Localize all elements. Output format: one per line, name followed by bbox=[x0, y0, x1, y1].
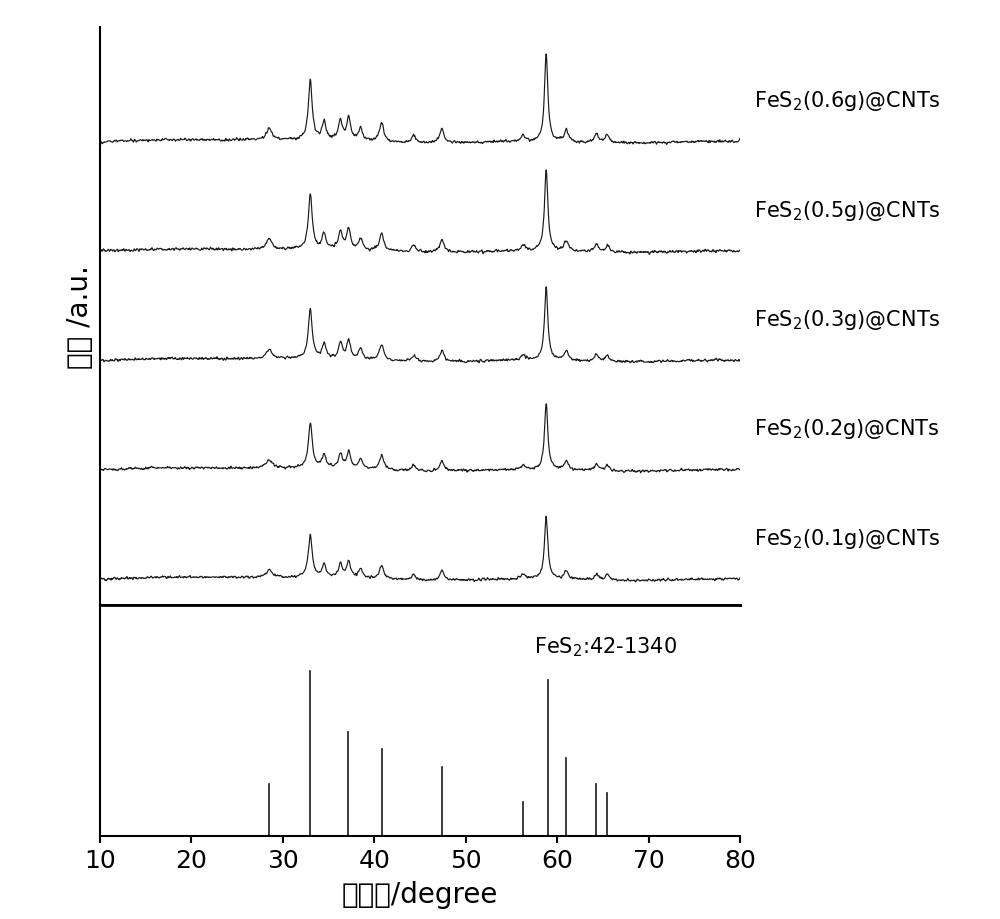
Y-axis label: 強度 /a.u.: 強度 /a.u. bbox=[66, 265, 94, 369]
X-axis label: 衍射角/degree: 衍射角/degree bbox=[342, 880, 498, 908]
Text: FeS$_2$(0.3g)@CNTs: FeS$_2$(0.3g)@CNTs bbox=[754, 308, 940, 332]
Text: FeS$_2$(0.6g)@CNTs: FeS$_2$(0.6g)@CNTs bbox=[754, 89, 940, 113]
Text: FeS$_2$:42-1340: FeS$_2$:42-1340 bbox=[534, 635, 677, 659]
Text: FeS$_2$(0.1g)@CNTs: FeS$_2$(0.1g)@CNTs bbox=[754, 526, 940, 550]
Text: FeS$_2$(0.5g)@CNTs: FeS$_2$(0.5g)@CNTs bbox=[754, 199, 940, 222]
Text: FeS$_2$(0.2g)@CNTs: FeS$_2$(0.2g)@CNTs bbox=[754, 417, 939, 441]
